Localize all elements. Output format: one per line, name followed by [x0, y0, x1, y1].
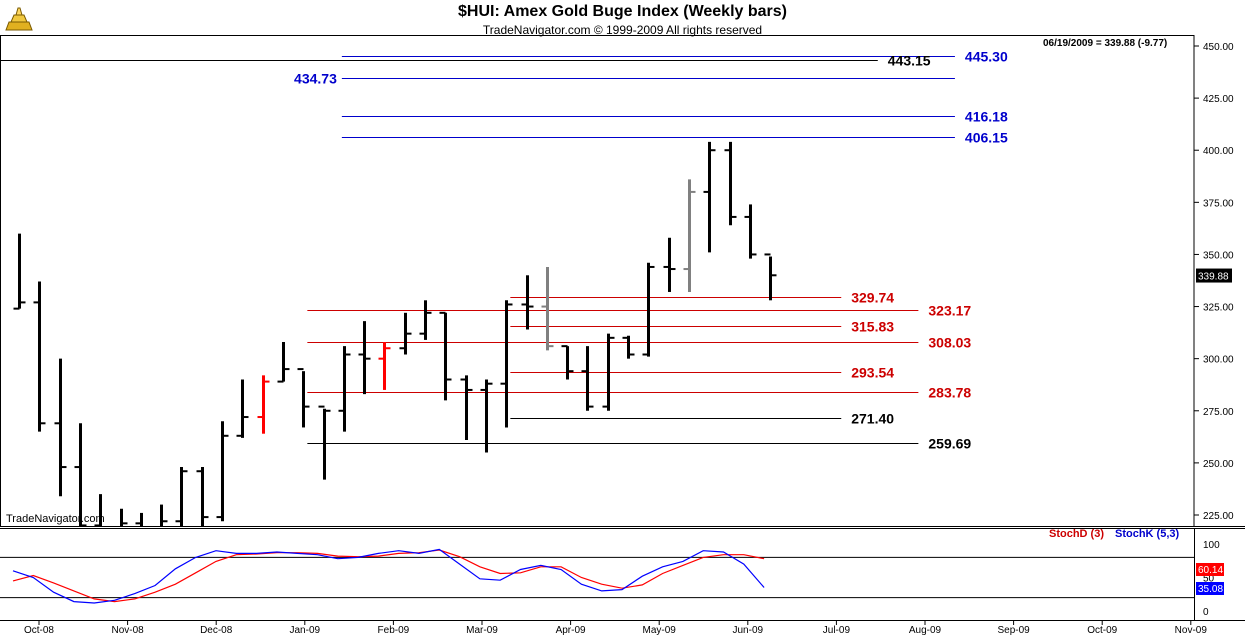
price-level-label: 293.54 [851, 365, 894, 381]
price-plot-frame [0, 35, 1195, 527]
chart-title: $HUI: Amex Gold Buge Index (Weekly bars) [458, 3, 787, 20]
price-level-label: 308.03 [928, 335, 971, 351]
price-level-label: 329.74 [851, 290, 894, 306]
y-tick-label: 350.00 [1203, 250, 1234, 261]
stoch-series-line [12, 549, 765, 603]
y-tick-label: 400.00 [1203, 146, 1234, 157]
y-tick-label: 275.00 [1203, 407, 1234, 418]
stoch-k-last-box [1196, 582, 1224, 595]
x-tick-label: Jun-09 [733, 625, 764, 636]
x-tick-label: Jul-09 [823, 625, 851, 636]
last-price-label: 339.88 [1198, 272, 1229, 283]
stoch-d-legend: StochD (3) [1049, 528, 1104, 540]
stoch-y-tick-label: 100 [1203, 540, 1220, 551]
stoch-y-tick-label: 50 [1203, 574, 1215, 585]
x-tick-label: Feb-09 [378, 625, 410, 636]
x-tick-label: Mar-09 [466, 625, 498, 636]
stoch-d-last-label: 60.14 [1198, 565, 1223, 576]
x-tick-label: Sep-09 [997, 625, 1030, 636]
ohlc-bars [13, 141, 777, 526]
y-tick-label: 325.00 [1203, 303, 1234, 314]
x-tick-label: Nov-08 [111, 625, 144, 636]
price-level-label: 283.78 [928, 385, 971, 401]
x-tick-label: Apr-09 [556, 625, 586, 636]
x-tick-label: Jan-09 [290, 625, 321, 636]
x-tick-label: Oct-09 [1087, 625, 1117, 636]
x-tick-label: Oct-08 [24, 625, 54, 636]
x-tick-label: May-09 [643, 625, 677, 636]
x-tick-label: Aug-09 [909, 625, 942, 636]
stoch-k-last-label: 35.08 [1198, 584, 1223, 595]
y-tick-label: 225.00 [1203, 511, 1234, 522]
last-price-info: 06/19/2009 = 339.88 (-9.77) [1043, 38, 1168, 49]
y-tick-label: 250.00 [1203, 459, 1234, 470]
y-tick-label: 300.00 [1203, 355, 1234, 366]
y-tick-label: 425.00 [1203, 94, 1234, 105]
stoch-y-tick-label: 0 [1203, 607, 1209, 618]
price-level-label: 315.83 [851, 319, 894, 335]
price-level-label: 323.17 [928, 303, 971, 319]
stoch-k-legend: StochK (5,3) [1115, 528, 1180, 540]
x-tick-label: Dec-08 [200, 625, 233, 636]
chart-subtitle: TradeNavigator.com © 1999-2009 All right… [482, 23, 763, 37]
y-tick-label: 450.00 [1203, 42, 1234, 53]
price-level-label: 271.40 [851, 411, 894, 427]
price-level-label: 416.18 [965, 109, 1008, 125]
last-price-box [1196, 268, 1232, 283]
price-level-label: 259.69 [928, 436, 971, 452]
gold-bullion-icon [3, 4, 35, 34]
y-tick-label: 375.00 [1203, 198, 1234, 209]
stoch-series-line [12, 548, 765, 604]
price-level-label: 443.15 [888, 53, 931, 69]
price-level-label: 406.15 [965, 130, 1008, 146]
price-level-label: 445.30 [965, 49, 1008, 65]
stoch-d-last-box [1196, 563, 1224, 576]
x-tick-label: Nov-09 [1175, 625, 1208, 636]
price-level-label: 434.73 [294, 71, 337, 87]
